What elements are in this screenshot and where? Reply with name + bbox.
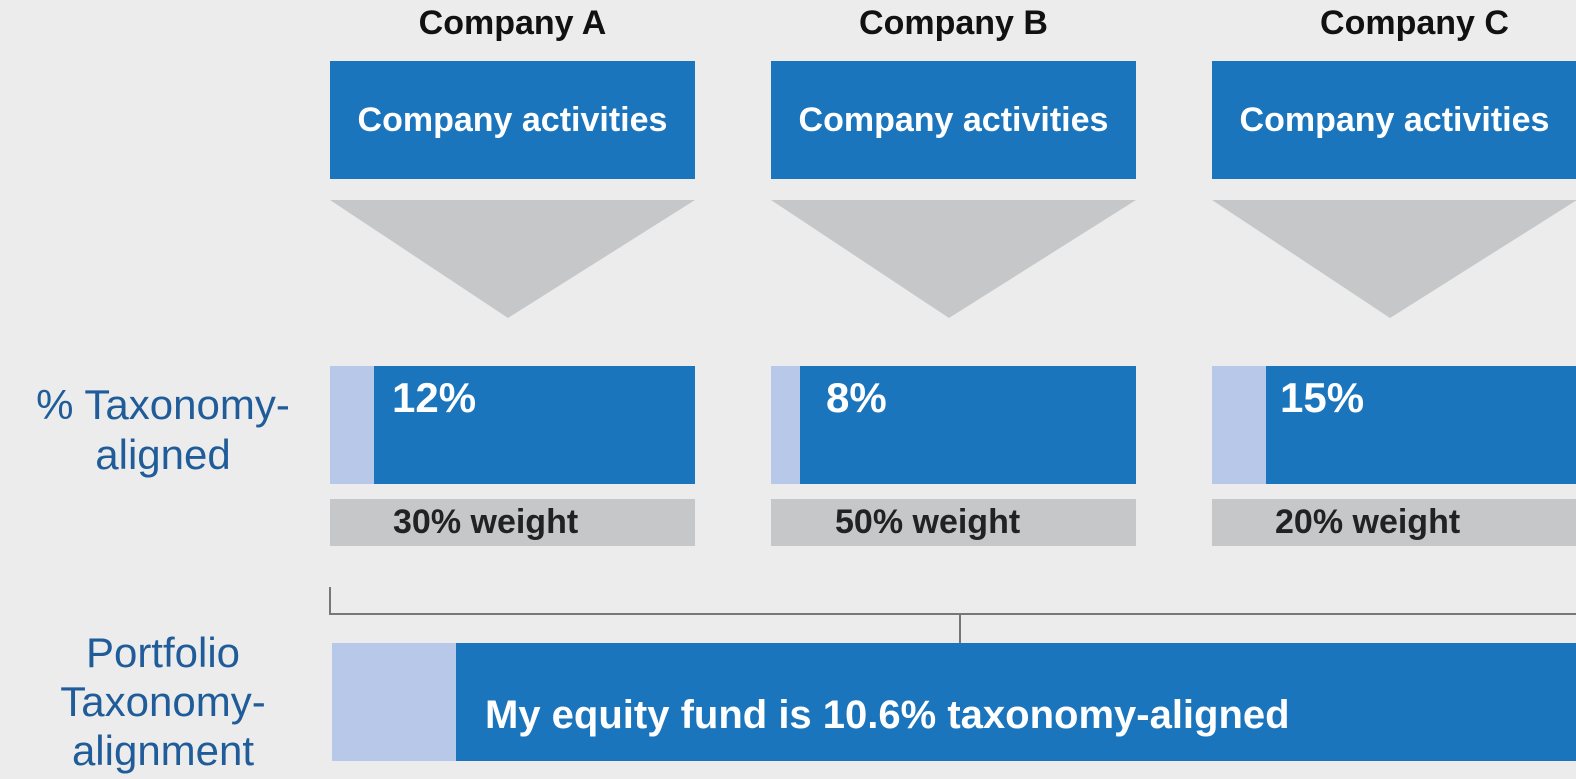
activities-box: Company activities xyxy=(330,61,695,179)
row-label: % Taxonomy- aligned xyxy=(0,380,326,480)
aligned-share xyxy=(771,366,800,484)
company-name: Company C xyxy=(1320,4,1509,42)
aligned-share xyxy=(330,366,374,484)
aligned-text: 15% xyxy=(1280,374,1365,421)
company-name: Company B xyxy=(859,4,1048,42)
aligned-box: 15% xyxy=(1212,366,1576,484)
arrow xyxy=(771,200,1136,318)
aligned-box: 12% xyxy=(330,366,695,484)
label-line: alignment xyxy=(71,727,255,774)
weight-text: 20% weight xyxy=(1275,503,1461,541)
label-line: aligned xyxy=(95,431,231,478)
arrow xyxy=(1212,200,1576,318)
arrow xyxy=(330,200,695,318)
activities-box: Company activities xyxy=(1212,61,1576,179)
weight-text: 30% weight xyxy=(393,503,579,541)
weight-box: 50% weight xyxy=(771,499,1136,546)
weight-box: 30% weight xyxy=(330,499,695,546)
label-line: Taxonomy- xyxy=(60,678,266,725)
aligned-text: 12% xyxy=(392,374,477,421)
label-line: Portfolio xyxy=(85,629,241,676)
row-label: Portfolio Taxonomy- alignment xyxy=(0,628,326,775)
portfolio-text: My equity fund is 10.6% taxonomy-aligned xyxy=(485,693,1290,737)
label-line: % Taxonomy- xyxy=(36,381,290,428)
activities-box: Company activities xyxy=(771,61,1136,179)
aligned-text: 8% xyxy=(826,374,887,421)
activities-text: Company activities xyxy=(1239,100,1550,139)
portfolio-bar: My equity fund is 10.6% taxonomy-aligned xyxy=(332,643,1576,761)
aligned-box: 8% xyxy=(771,366,1136,484)
activities-text: Company activities xyxy=(798,100,1109,139)
aligned-share xyxy=(1212,366,1266,484)
bracket xyxy=(329,587,1576,615)
weight-text: 50% weight xyxy=(835,503,1021,541)
weight-box: 20% weight xyxy=(1212,499,1576,546)
aligned-share xyxy=(332,643,456,761)
company-name: Company A xyxy=(418,4,607,42)
activities-text: Company activities xyxy=(357,100,668,139)
